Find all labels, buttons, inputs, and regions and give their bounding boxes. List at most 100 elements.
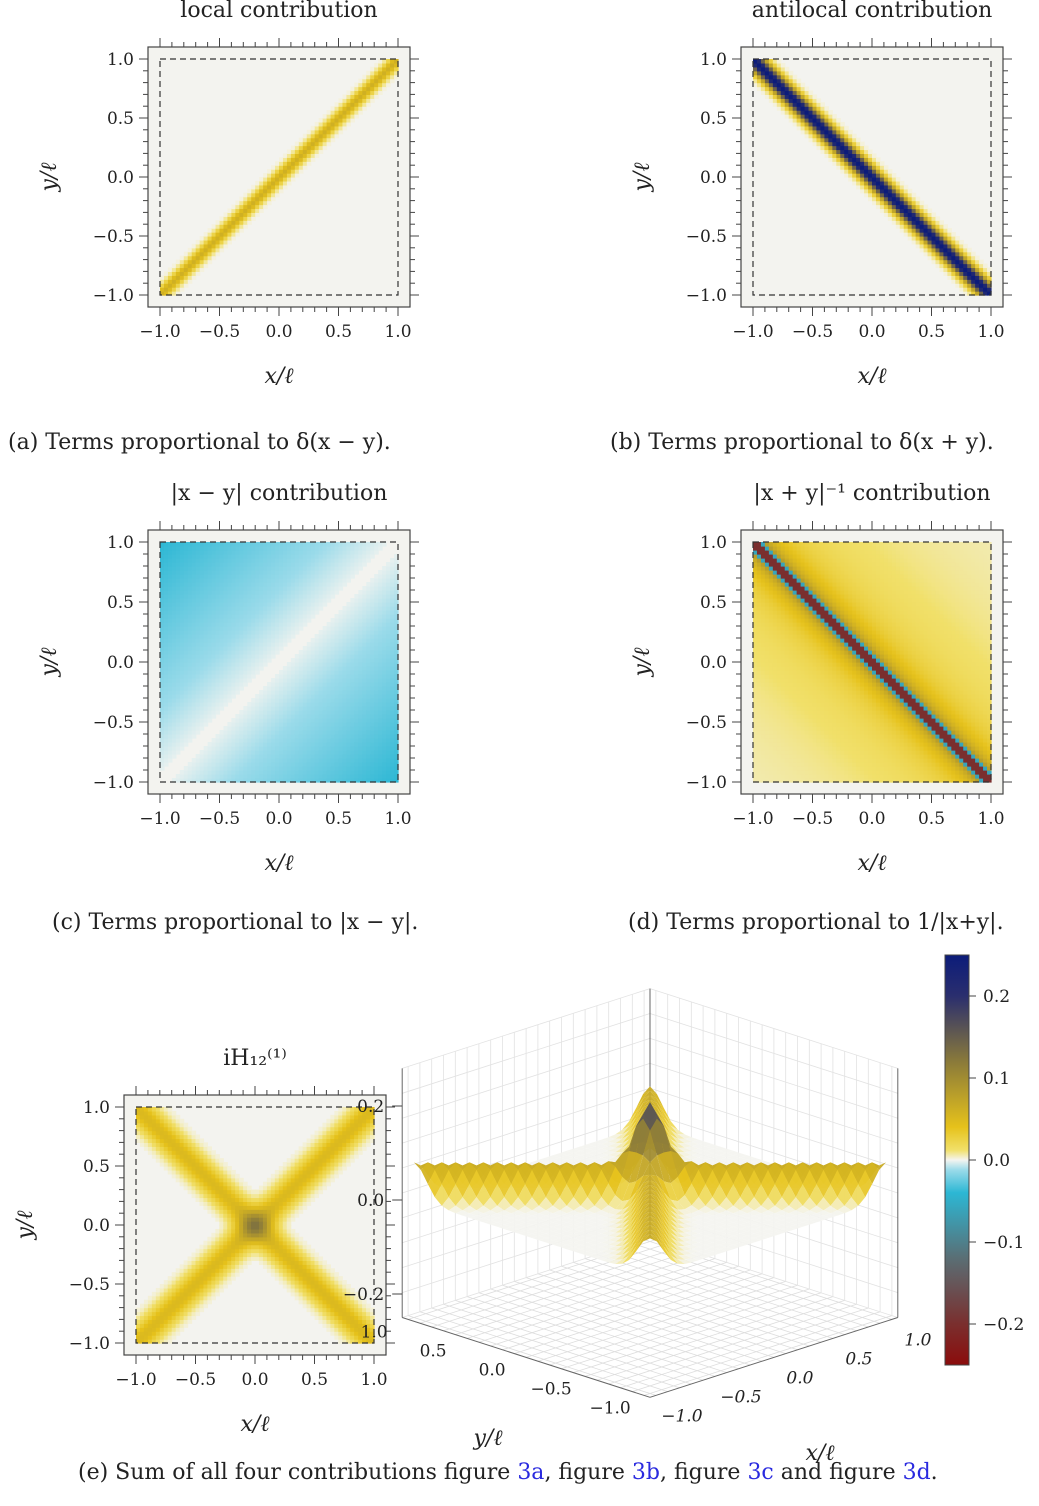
heatmap-cell [362,598,367,603]
heatmap-cell [334,682,340,687]
heatmap-cell [183,566,189,571]
heatmap-cell [390,630,395,635]
heatmap-cell [247,554,252,559]
heatmap-cell [187,578,193,583]
heatmap-cell [306,698,312,703]
heatmap-cell [784,90,790,95]
heatmap-cell [294,758,300,763]
heatmap-cell [824,125,829,131]
heatmap-cell [330,570,336,575]
heatmap-cell [338,770,344,775]
heatmap-cell [760,774,766,779]
heatmap-cell [386,78,391,84]
heatmap-cell [290,670,296,675]
heatmap-cell [951,239,956,245]
heatmap-cell [366,586,371,591]
heatmap-cell [167,558,173,563]
heatmap-cell [294,778,300,783]
heatmap-cell [887,196,893,202]
heatmap-cell [872,188,877,194]
heatmap-cell [171,686,177,691]
heatmap-cell [235,690,240,695]
heatmap-cell [374,622,379,627]
heatmap-cell [290,149,296,154]
heatmap-cell [259,200,264,206]
heatmap-cell [223,606,229,611]
heatmap-cell [382,734,387,739]
heatmap-cell [338,110,344,115]
heatmap-cell [211,706,217,711]
heatmap-cell [350,562,355,567]
heatmap-cell [342,638,348,643]
heatmap-cell [346,714,351,719]
heatmap-cell [263,718,268,723]
heatmap-cell [187,682,193,687]
heatmap-cell [334,758,340,763]
heatmap-cell [167,574,173,579]
heatmap-cell [179,267,185,272]
heatmap-cell [378,606,383,611]
heatmap-cell [338,618,344,623]
heatmap-cell [330,682,336,687]
heatmap-cell [796,106,802,111]
heatmap-cell [326,746,332,751]
heatmap-cell [907,192,913,198]
heatmap-cell [179,670,185,675]
heatmap-cell [231,618,236,623]
heatmap-cell [374,86,379,92]
heatmap-cell [366,626,371,631]
heatmap-cell [279,578,284,583]
heatmap-cell [179,582,185,587]
y-tick-label: 0.0 [700,168,727,188]
heatmap-cell [171,750,177,755]
heatmap-cell [753,738,758,743]
heatmap-cell [275,578,280,583]
heatmap-cell [263,662,268,667]
heatmap-cell [784,82,790,88]
heatmap-cell [263,646,268,651]
heatmap-cell [330,710,336,715]
heatmap-cell [219,698,225,703]
heatmap-cell [247,566,252,571]
heatmap-cell [215,236,221,241]
heatmap-cell [207,542,213,547]
heatmap-cell [187,562,193,567]
heatmap-cell [183,610,189,615]
heatmap-cell [334,642,340,647]
heatmap-cell [306,694,312,699]
heatmap-cell [247,654,252,659]
heatmap-cell [753,614,758,619]
heatmap-cell [342,574,348,579]
x-tick-label: 0.5 [325,809,352,829]
heatmap-cell [175,638,181,643]
heatmap-cell [298,614,304,619]
heatmap-cell [255,554,260,559]
heatmap-cell [271,690,276,695]
heatmap-cell [251,626,256,631]
heatmap-cell [227,766,232,771]
heatmap-cell [868,165,873,170]
heatmap-cell [243,602,248,607]
heatmap-cell [756,570,762,575]
heatmap-cell [183,602,189,607]
heatmap-cell [243,630,248,635]
heatmap-cell [187,762,193,767]
heatmap-cell [207,762,213,767]
heatmap-cell [179,598,185,603]
heatmap-cell [294,558,300,563]
heatmap-cell [764,66,770,72]
heatmap-cell [390,730,395,735]
heatmap-cell [824,137,829,143]
heatmap-cell [342,562,348,567]
heatmap-cell [219,574,225,579]
heatmap-cell [374,638,379,643]
heatmap-cell [255,670,260,675]
heatmap-cell [215,220,221,225]
heatmap-cell [211,247,217,253]
heatmap-cell [294,690,300,695]
heatmap-cell [366,686,371,691]
heatmap-cell [183,738,189,743]
heatmap-cell [808,114,814,119]
heatmap-cell [753,698,758,703]
heatmap-cell [318,590,324,595]
